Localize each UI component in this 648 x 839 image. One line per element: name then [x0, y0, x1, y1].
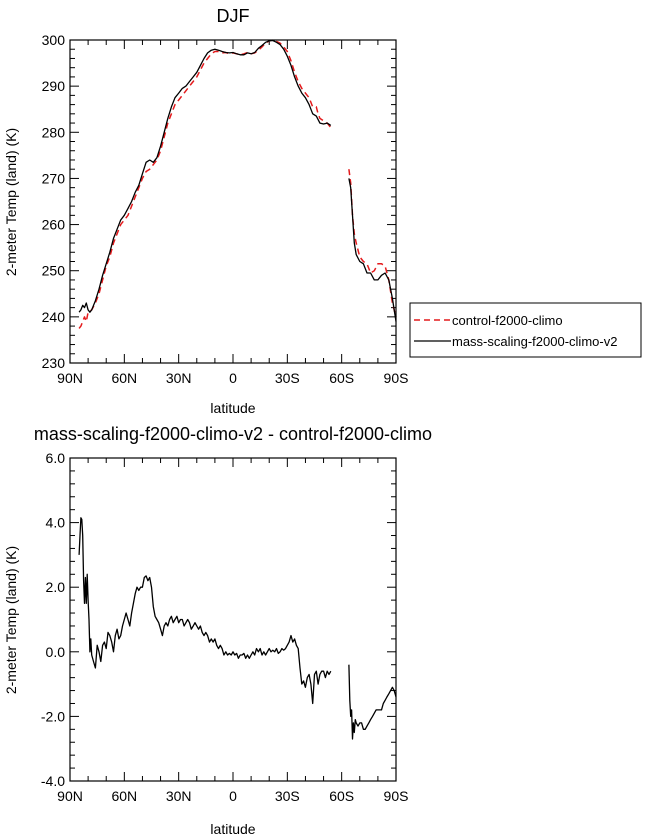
bottom-chart-title: mass-scaling-f2000-climo-v2 - control-f2…	[34, 424, 432, 444]
y-tick-label: -4.0	[41, 773, 65, 789]
top-plot-frame	[69, 39, 397, 364]
y-tick-label: 2.0	[46, 579, 66, 595]
x-tick-label: 30N	[166, 370, 192, 386]
series-line-0	[78, 517, 332, 705]
legend-box	[409, 302, 642, 358]
series-line-1	[348, 178, 397, 322]
series-line-0	[348, 169, 397, 318]
top-series	[78, 39, 397, 329]
y-tick-label: 270	[42, 170, 66, 186]
series-line-1	[78, 39, 332, 313]
y-tick-label: 280	[42, 124, 66, 140]
top-chart-title: DJF	[217, 6, 250, 26]
x-tick-label: 0	[229, 788, 237, 804]
top-y-axis-label: 2-meter Temp (land) (K)	[3, 128, 19, 276]
top-panel: DJF 90N 60N 30N 0 30S 60S 90S 230 240 250 260 270 28…	[3, 6, 642, 416]
y-tick-label: 6.0	[46, 450, 66, 466]
y-tick-label: 0.0	[46, 644, 66, 660]
bottom-axes: 90N 60N 30N 0 30S 60S 90S -4.0 -2.0 0.0 2.0 4.0 6.0	[41, 450, 409, 804]
x-tick-label: 60S	[329, 370, 354, 386]
x-tick-label: 60N	[111, 370, 137, 386]
series-line-0	[348, 664, 397, 740]
top-x-axis-label: latitude	[210, 400, 255, 416]
x-tick-label: 30N	[166, 788, 192, 804]
bottom-plot-frame	[69, 457, 397, 782]
legend-label-control: control-f2000-climo	[452, 313, 563, 328]
x-tick-label: 60N	[111, 788, 137, 804]
x-tick-label: 90N	[57, 788, 83, 804]
y-tick-label: 230	[42, 355, 66, 371]
y-tick-label: 240	[42, 309, 66, 325]
y-tick-label: 4.0	[46, 515, 66, 531]
x-tick-label: 90S	[384, 370, 409, 386]
bottom-y-axis-label: 2-meter Temp (land) (K)	[3, 546, 19, 694]
series-line-0	[78, 39, 332, 329]
x-tick-label: 30S	[275, 788, 300, 804]
y-tick-label: 250	[42, 263, 66, 279]
legend-label-mass-scaling: mass-scaling-f2000-climo-v2	[452, 334, 617, 349]
top-axes: 90N 60N 30N 0 30S 60S 90S 230 240 250 260 270 280 290…	[42, 32, 409, 386]
x-tick-label: 60S	[329, 788, 354, 804]
x-tick-label: 0	[229, 370, 237, 386]
x-tick-label: 90N	[57, 370, 83, 386]
y-tick-label: 300	[42, 32, 66, 48]
legend: control-f2000-climo mass-scaling-f2000-c…	[409, 302, 642, 358]
y-tick-label: 290	[42, 78, 66, 94]
y-tick-label: 260	[42, 217, 66, 233]
bottom-series	[78, 517, 397, 740]
x-tick-label: 90S	[384, 788, 409, 804]
bottom-x-axis-label: latitude	[210, 821, 255, 837]
bottom-panel: mass-scaling-f2000-climo-v2 - control-f2…	[3, 424, 432, 837]
y-tick-label: -2.0	[41, 708, 65, 724]
x-tick-label: 30S	[275, 370, 300, 386]
